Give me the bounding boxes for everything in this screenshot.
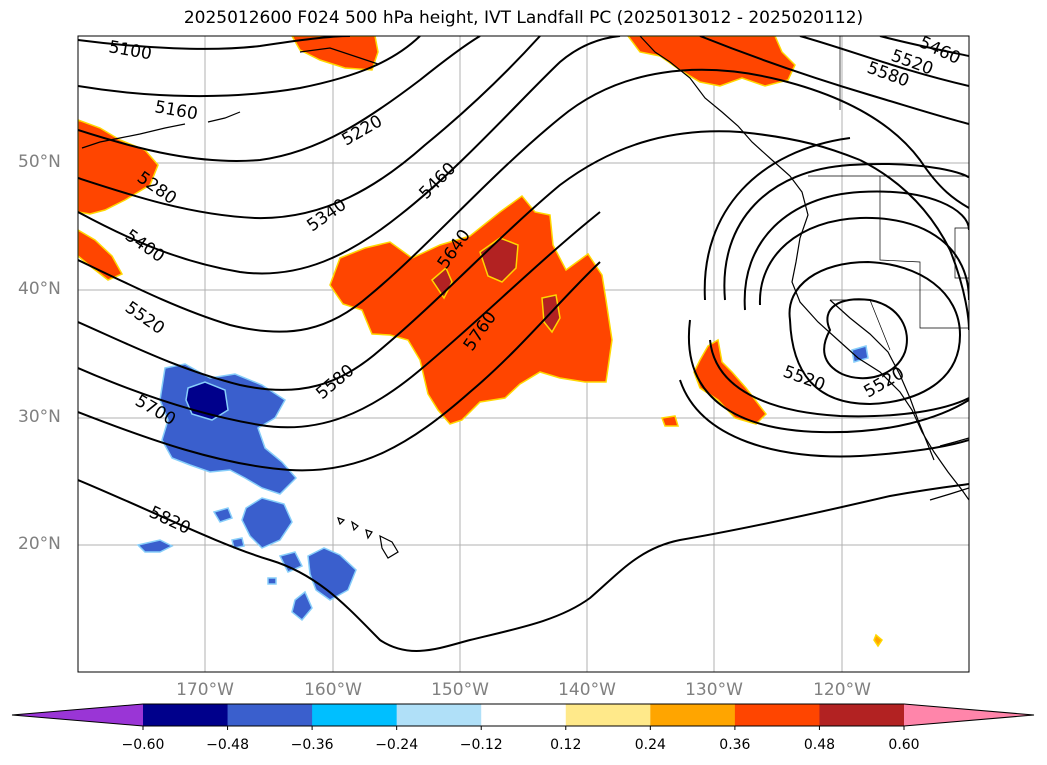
colorbar-segment xyxy=(819,704,905,726)
colorbar-segment xyxy=(650,704,736,726)
map-title: 2025012600 F024 500 hPa height, IVT Land… xyxy=(183,8,864,28)
colorbar-tick-label: −0.12 xyxy=(459,737,503,753)
colorbar-tick-label: 0.48 xyxy=(803,737,836,753)
lon-label: 150°W xyxy=(431,680,489,700)
colorbar-tick-label: −0.48 xyxy=(206,737,249,753)
colorbar-tick-label: 0.60 xyxy=(888,737,920,753)
colorbar-tick-label: 0.36 xyxy=(719,737,751,753)
colorbar-tick-label: −0.60 xyxy=(121,737,165,753)
lon-label: 120°W xyxy=(813,680,871,700)
colorbar-segment xyxy=(565,704,651,726)
lat-label: 50°N xyxy=(18,152,61,172)
map-frame xyxy=(77,35,970,673)
coastlines xyxy=(81,36,969,559)
lon-label: 160°W xyxy=(304,680,362,700)
lat-label: 20°N xyxy=(18,534,61,554)
colorbar-segment xyxy=(312,704,398,726)
colorbar-tick-label: 0.12 xyxy=(550,737,582,753)
colorbar-segment xyxy=(734,704,820,726)
lon-label: 170°W xyxy=(176,680,234,700)
colorbar xyxy=(11,703,1035,730)
colorbar-tick-label: 0.24 xyxy=(634,737,666,753)
colorbar-extend-high xyxy=(904,704,1034,726)
colorbar-segment xyxy=(481,704,567,726)
colorbar-tick-label: −0.24 xyxy=(375,737,419,753)
colorbar-tick-label: −0.36 xyxy=(290,737,334,753)
negative-ivt-shading xyxy=(136,345,869,622)
lon-label: 140°W xyxy=(558,680,616,700)
colorbar-segment xyxy=(396,704,482,726)
lon-label: 130°W xyxy=(685,680,743,700)
colorbar-segment xyxy=(227,704,313,726)
lat-label: 40°N xyxy=(18,279,61,299)
colorbar-extend-low xyxy=(12,704,143,726)
colorbar-segment xyxy=(143,704,229,726)
height-contours xyxy=(78,36,969,652)
lat-label: 30°N xyxy=(18,407,61,427)
